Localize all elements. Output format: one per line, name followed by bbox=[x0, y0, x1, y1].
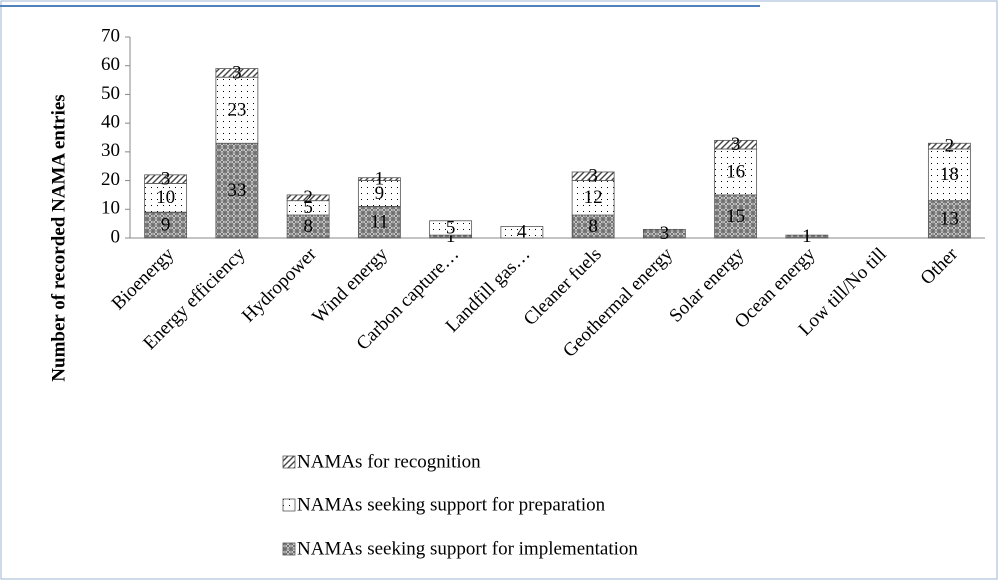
y-tick-label: 70 bbox=[101, 25, 120, 46]
bar-segment bbox=[357, 206, 401, 239]
y-tick-label: 10 bbox=[101, 198, 120, 219]
data-label: 5 bbox=[446, 217, 456, 238]
bar-segment bbox=[927, 142, 971, 150]
data-label: 3 bbox=[660, 223, 670, 244]
y-tick-label: 30 bbox=[101, 140, 120, 161]
data-label: 23 bbox=[227, 100, 246, 121]
data-label: 15 bbox=[726, 206, 745, 227]
data-label: 9 bbox=[161, 214, 171, 235]
bar-segment bbox=[714, 139, 758, 150]
bar-segment bbox=[144, 174, 188, 184]
y-axis-title: Number of recorded NAMA entries bbox=[48, 94, 69, 381]
data-label: 4 bbox=[517, 222, 527, 243]
y-tick-label: 50 bbox=[101, 83, 120, 104]
data-label: 9 bbox=[375, 183, 385, 204]
bar-segment bbox=[785, 234, 829, 239]
data-label: 1 bbox=[375, 168, 385, 189]
data-label: 18 bbox=[940, 164, 959, 185]
y-tick-label: 40 bbox=[101, 112, 120, 133]
legend-label: NAMAs seeking support for preparation bbox=[297, 494, 606, 515]
bar-segment bbox=[215, 68, 259, 78]
data-label: 3 bbox=[731, 134, 741, 155]
y-tick-label: 20 bbox=[101, 169, 120, 190]
data-label: 5 bbox=[303, 197, 313, 218]
y-tick-label: 60 bbox=[101, 54, 120, 75]
bar-segment bbox=[500, 226, 544, 239]
legend-label: NAMAs for recognition bbox=[297, 451, 481, 472]
bar-segment bbox=[714, 148, 758, 196]
bar-segment bbox=[144, 211, 188, 239]
legend-swatch bbox=[282, 542, 296, 556]
data-label: 2 bbox=[303, 187, 313, 208]
legend-label: NAMAs seeking support for implementation bbox=[297, 538, 638, 559]
bar-segment bbox=[144, 183, 188, 213]
bar-segment bbox=[357, 180, 401, 207]
bar-segment bbox=[429, 220, 473, 236]
bar-segment bbox=[642, 228, 686, 239]
data-label: 3 bbox=[232, 62, 242, 83]
data-label: 12 bbox=[584, 187, 603, 208]
bar-segment bbox=[215, 142, 259, 239]
data-label: 11 bbox=[370, 212, 388, 233]
data-label: 3 bbox=[588, 166, 598, 187]
bar-segment bbox=[927, 200, 971, 239]
data-label: 33 bbox=[227, 180, 246, 201]
bar-segment bbox=[571, 171, 615, 181]
bar-segment bbox=[571, 180, 615, 216]
data-label: 10 bbox=[156, 187, 175, 208]
bar-segment bbox=[714, 194, 758, 239]
x-tick-label: Bioenergy bbox=[108, 243, 179, 314]
data-label: 1 bbox=[802, 226, 812, 247]
bar-segment bbox=[286, 194, 330, 202]
y-tick-label: 0 bbox=[111, 226, 121, 247]
data-label: 3 bbox=[161, 168, 171, 189]
data-label: 8 bbox=[303, 216, 313, 237]
data-label: 1 bbox=[446, 226, 456, 247]
data-label: 16 bbox=[726, 161, 745, 182]
bar-segment bbox=[215, 76, 259, 144]
data-label: 8 bbox=[588, 216, 598, 237]
legend-swatch bbox=[282, 455, 296, 469]
legend-swatch bbox=[282, 498, 296, 512]
x-tick-label: Other bbox=[917, 243, 963, 289]
data-label: 13 bbox=[940, 209, 959, 230]
data-label: 2 bbox=[945, 135, 955, 156]
bar-segment bbox=[357, 177, 401, 181]
